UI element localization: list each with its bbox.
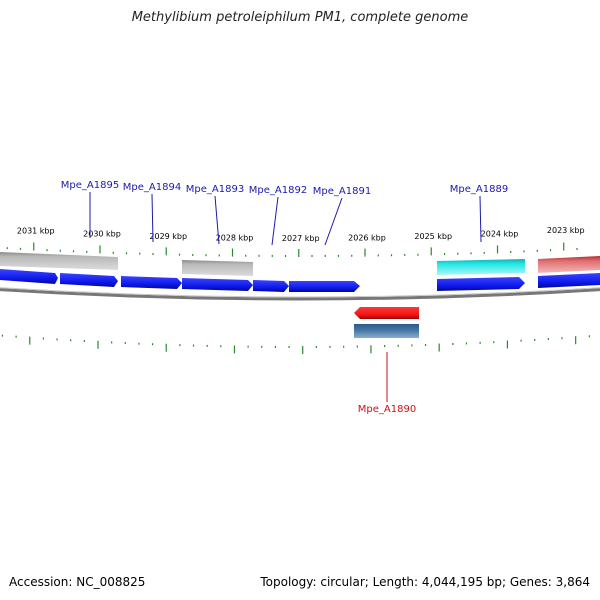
- cds-forward-6: [289, 281, 360, 292]
- cds-forward-4: [182, 278, 253, 291]
- genome-backbone: [0, 288, 600, 301]
- gene-leader-line: [271, 196, 279, 246]
- scale-label-2025: 2025 kbp: [414, 232, 452, 241]
- scale-tick-labels: 2031 kbp 2030 kbp 2029 kbp 2028 kbp 2027 kbp…: [17, 226, 585, 243]
- feature-gray-1: [0, 252, 118, 270]
- gene-label-Mpe_A1893[interactable]: Mpe_A1893: [186, 184, 244, 195]
- gene-label-Mpe_A1892[interactable]: Mpe_A1892: [249, 185, 307, 196]
- cds-forward-5: [253, 280, 289, 292]
- feature-pink: [538, 256, 600, 273]
- gene-label-Mpe_A1891[interactable]: Mpe_A1891: [313, 186, 371, 197]
- cds-forward-8: [538, 273, 600, 288]
- accession-label: Accession: NC_008825: [9, 575, 146, 589]
- cds-reverse-1: [354, 307, 419, 319]
- scale-label-2027: 2027 kbp: [282, 234, 320, 243]
- scale-ticks-outer: [6, 242, 578, 257]
- feature-cyan: [437, 259, 525, 275]
- gene-leader-line: [214, 195, 220, 245]
- scale-label-2029: 2029 kbp: [149, 232, 187, 241]
- gene-leader-line: [479, 195, 482, 243]
- gene-label-Mpe_A1894[interactable]: Mpe_A1894: [123, 182, 181, 193]
- genome-backbone-highlight: [0, 287, 600, 298]
- scale-label-2030: 2030 kbp: [83, 230, 121, 239]
- gene-leader-line: [151, 193, 154, 243]
- scale-label-2028: 2028 kbp: [216, 234, 254, 243]
- gene-labels: Mpe_A1895 Mpe_A1894 Mpe_A1893 Mpe_A1892 Mpe_…: [61, 180, 508, 415]
- genome-summary: Topology: circular; Length: 4,044,195 bp…: [260, 575, 590, 589]
- feature-gray-2: [182, 260, 253, 276]
- cds-forward-2: [60, 273, 118, 287]
- scale-label-2031: 2031 kbp: [17, 226, 55, 235]
- feature-steel: [354, 324, 419, 338]
- scale-label-2026: 2026 kbp: [348, 234, 386, 243]
- cds-forward-3: [121, 276, 182, 289]
- gene-label-Mpe_A1889[interactable]: Mpe_A1889: [450, 184, 508, 195]
- genome-title: Methylibium petroleiphilum PM1, complete…: [131, 10, 469, 25]
- gene-label-Mpe_A1895[interactable]: Mpe_A1895: [61, 180, 119, 191]
- gene-label-Mpe_A1890[interactable]: Mpe_A1890: [358, 404, 416, 415]
- cds-forward-1: [0, 269, 58, 284]
- cds-forward-7: [437, 277, 525, 291]
- scale-label-2024: 2024 kbp: [481, 230, 519, 239]
- scale-label-2023: 2023 kbp: [547, 226, 585, 235]
- gene-leader-line: [324, 197, 343, 246]
- scale-ticks-inner: [1, 334, 590, 354]
